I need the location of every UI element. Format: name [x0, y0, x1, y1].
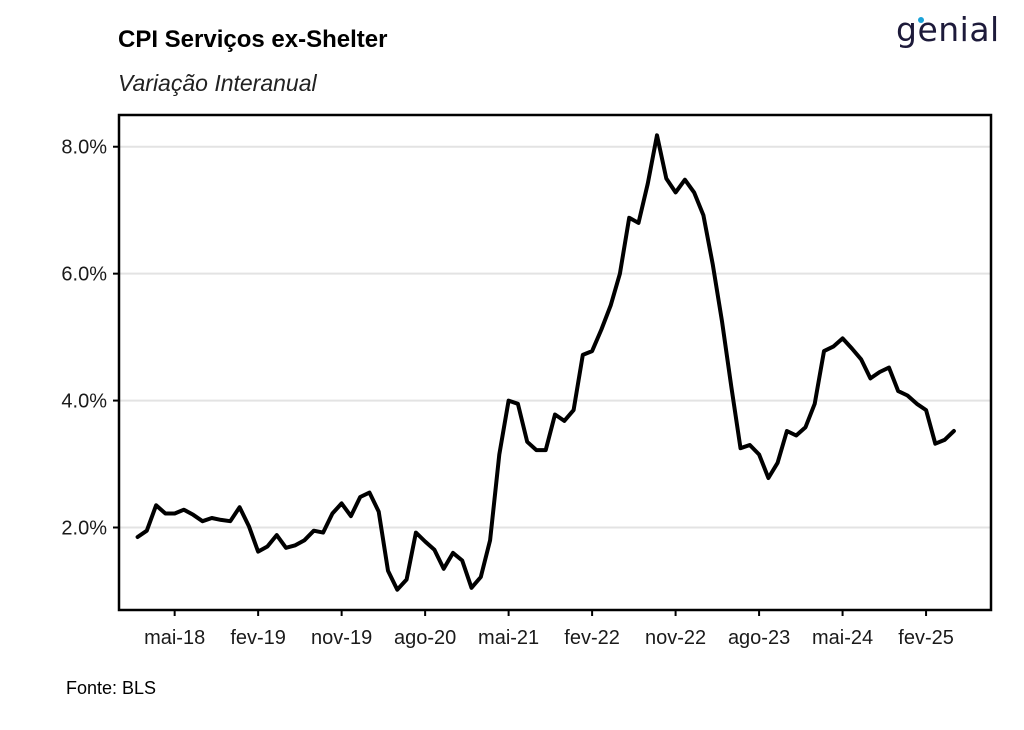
- x-tick-label: nov-22: [645, 627, 706, 649]
- source-caption: Fonte: BLS: [66, 678, 157, 698]
- y-tick-label: 8.0%: [61, 137, 107, 159]
- plot-frame: [117, 113, 993, 612]
- axes: 2.0% 4.0% 6.0% 8.0% mai-18 fev-19 nov-19 ago-20…: [61, 137, 953, 649]
- y-tick-label: 6.0%: [61, 264, 107, 286]
- genial-logo: genial: [896, 10, 1000, 49]
- series-line: [135, 133, 956, 592]
- x-tick-label: mai-24: [812, 627, 873, 649]
- y-tick-label: 2.0%: [61, 518, 107, 540]
- chart-title: CPI Serviços ex-Shelter: [118, 26, 388, 53]
- x-tick-label: nov-19: [311, 627, 372, 649]
- x-tick-label: fev-19: [230, 627, 286, 649]
- x-tick-label: mai-18: [144, 627, 205, 649]
- x-tick-label: fev-22: [564, 627, 620, 649]
- x-tick-label: ago-23: [728, 627, 790, 649]
- gridlines: [119, 145, 991, 529]
- x-tick-label: fev-25: [898, 627, 954, 649]
- x-tick-label: ago-20: [394, 627, 456, 649]
- y-tick-label: 4.0%: [61, 391, 107, 413]
- series-layer: [135, 133, 956, 592]
- logo-accent-dot: [918, 17, 924, 23]
- x-tick-label: mai-21: [478, 627, 539, 649]
- chart-subtitle: Variação Interanual: [118, 70, 317, 96]
